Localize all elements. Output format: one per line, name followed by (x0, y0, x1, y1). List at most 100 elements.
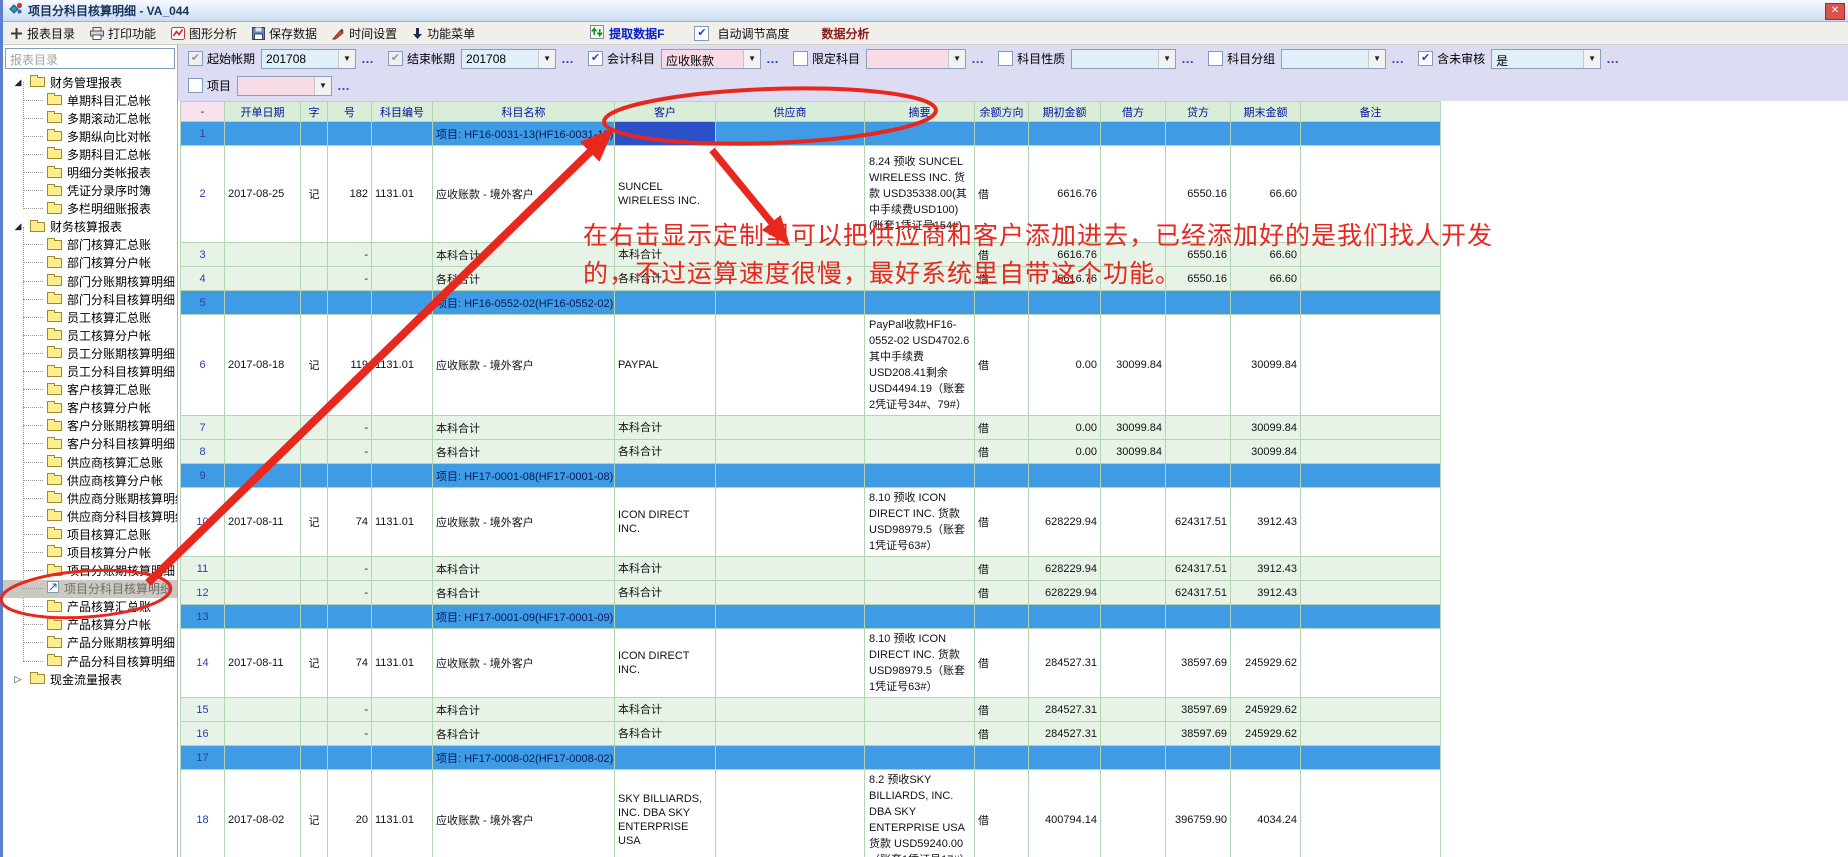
cell-supplier[interactable] (715, 415, 865, 440)
report-catalog-button[interactable]: 报表目录 (10, 25, 75, 42)
cell-end[interactable]: 245929.62 (1230, 721, 1301, 746)
cell-date[interactable] (224, 697, 301, 722)
cell-zi[interactable] (300, 463, 328, 488)
cell-note[interactable] (1300, 604, 1441, 629)
cell-code[interactable] (371, 242, 433, 267)
cell-summary[interactable]: 8.10 预收 ICON DIRECT INC. 货款 USD98979.5（账… (864, 487, 975, 557)
chevron-down-icon[interactable]: ▼ (1583, 49, 1601, 68)
tree-item[interactable]: 多栏明细账报表 (0, 200, 177, 218)
cell-subject[interactable]: 本科合计 (432, 697, 615, 722)
cell-credit[interactable]: 624317.51 (1165, 580, 1231, 605)
cell-code[interactable] (371, 580, 433, 605)
close-button[interactable]: ✕ (1825, 3, 1845, 20)
cell-credit[interactable] (1165, 290, 1231, 315)
cell-hao[interactable]: 74 (327, 628, 372, 698)
cell-subject[interactable]: 项目: HF17-0001-09(HF17-0001-09) (432, 604, 615, 629)
cell-zi[interactable]: 记 (300, 314, 328, 416)
column-header[interactable]: 摘要 (864, 101, 975, 122)
chevron-down-icon[interactable]: ▼ (743, 49, 761, 68)
chevron-down-icon[interactable]: ▼ (1368, 49, 1386, 68)
row-number-cell[interactable]: 10 (180, 487, 225, 557)
tree-item[interactable]: 产品分账期核算明细 (0, 634, 177, 652)
cell-begin[interactable] (1028, 290, 1101, 315)
column-header[interactable]: 字 (300, 101, 328, 122)
cell-note[interactable] (1300, 697, 1441, 722)
cell-begin[interactable] (1028, 745, 1101, 770)
cell-supplier[interactable] (715, 604, 865, 629)
cell-customer[interactable]: 本科合计 (614, 242, 716, 267)
tree-item[interactable]: 多期滚动汇总帐 (0, 109, 177, 127)
cell-hao[interactable] (327, 604, 372, 629)
cell-debit[interactable] (1100, 697, 1166, 722)
cell-code[interactable] (371, 745, 433, 770)
filter-dropdown[interactable]: 是 ▼ (1491, 48, 1602, 69)
row-number-cell[interactable]: 18 (180, 769, 225, 857)
cell-hao[interactable]: - (327, 697, 372, 722)
cell-subject[interactable]: 项目: HF17-0008-02(HF17-0008-02) (432, 745, 615, 770)
cell-zi[interactable] (300, 415, 328, 440)
cell-credit[interactable]: 6550.16 (1165, 242, 1231, 267)
chevron-down-icon[interactable]: ▼ (314, 76, 332, 95)
cell-supplier[interactable] (715, 242, 865, 267)
cell-date[interactable] (224, 745, 301, 770)
cell-subject[interactable]: 各科合计 (432, 721, 615, 746)
filter-dropdown[interactable]: 应收账款 ▼ (661, 48, 762, 69)
more-options-button[interactable]: … (766, 51, 781, 66)
tree-item[interactable]: 客户分账期核算明细 (0, 417, 177, 435)
tree-item[interactable]: ◢ 财务核算报表 (0, 218, 177, 236)
cell-supplier[interactable] (715, 121, 865, 146)
cell-date[interactable] (224, 604, 301, 629)
cell-debit[interactable]: 30099.84 (1100, 439, 1166, 464)
cell-summary[interactable] (864, 121, 975, 146)
cell-note[interactable] (1300, 487, 1441, 557)
row-number-cell[interactable]: 2 (180, 145, 225, 243)
cell-end[interactable]: 66.60 (1230, 242, 1301, 267)
cell-summary[interactable] (864, 242, 975, 267)
cell-code[interactable] (371, 604, 433, 629)
cell-note[interactable] (1300, 145, 1441, 243)
cell-zi[interactable] (300, 580, 328, 605)
cell-debit[interactable] (1100, 266, 1166, 291)
cell-note[interactable] (1300, 769, 1441, 857)
cell-summary[interactable] (864, 580, 975, 605)
cell-hao[interactable]: 20 (327, 769, 372, 857)
cell-begin[interactable] (1028, 604, 1101, 629)
tree-item[interactable]: ◢ 财务管理报表 (0, 73, 177, 91)
column-header[interactable]: 余额方向 (974, 101, 1029, 122)
tree-item[interactable]: 供应商核算汇总账 (0, 453, 177, 471)
cell-supplier[interactable] (715, 580, 865, 605)
cell-dir[interactable] (974, 745, 1029, 770)
cell-zi[interactable] (300, 721, 328, 746)
cell-dir[interactable]: 借 (974, 697, 1029, 722)
chart-analysis-button[interactable]: 图形分析 (171, 25, 237, 42)
cell-begin[interactable]: 628229.94 (1028, 580, 1101, 605)
cell-hao[interactable]: 119 (327, 314, 372, 416)
cell-date[interactable] (224, 415, 301, 440)
cell-subject[interactable]: 应收账款 - 境外客户 (432, 769, 615, 857)
cell-supplier[interactable] (715, 145, 865, 243)
cell-code[interactable]: 1131.01 (371, 628, 433, 698)
row-number-cell[interactable]: 11 (180, 556, 225, 581)
cell-credit[interactable]: 624317.51 (1165, 487, 1231, 557)
filter-checkbox[interactable] (793, 51, 809, 66)
cell-subject[interactable]: 项目: HF17-0001-08(HF17-0001-08) (432, 463, 615, 488)
cell-hao[interactable]: - (327, 556, 372, 581)
print-button[interactable]: 打印功能 (90, 25, 156, 42)
filter-dropdown[interactable]: 201708 ▼ (261, 48, 357, 69)
cell-end[interactable] (1230, 121, 1301, 146)
filter-dropdown[interactable]: ▼ (1281, 48, 1387, 69)
cell-dir[interactable]: 借 (974, 314, 1029, 416)
cell-zi[interactable] (300, 266, 328, 291)
cell-begin[interactable] (1028, 121, 1101, 146)
cell-dir[interactable] (974, 290, 1029, 315)
cell-hao[interactable] (327, 121, 372, 146)
cell-note[interactable] (1300, 628, 1441, 698)
row-number-cell[interactable]: 7 (180, 415, 225, 440)
cell-zi[interactable] (300, 604, 328, 629)
tree-item[interactable]: 凭证分录序时簿 (0, 182, 177, 200)
column-header[interactable]: 开单日期 (224, 101, 301, 122)
cell-credit[interactable] (1165, 604, 1231, 629)
cell-debit[interactable] (1100, 145, 1166, 243)
cell-credit[interactable] (1165, 439, 1231, 464)
cell-customer[interactable]: 本科合计 (614, 415, 716, 440)
